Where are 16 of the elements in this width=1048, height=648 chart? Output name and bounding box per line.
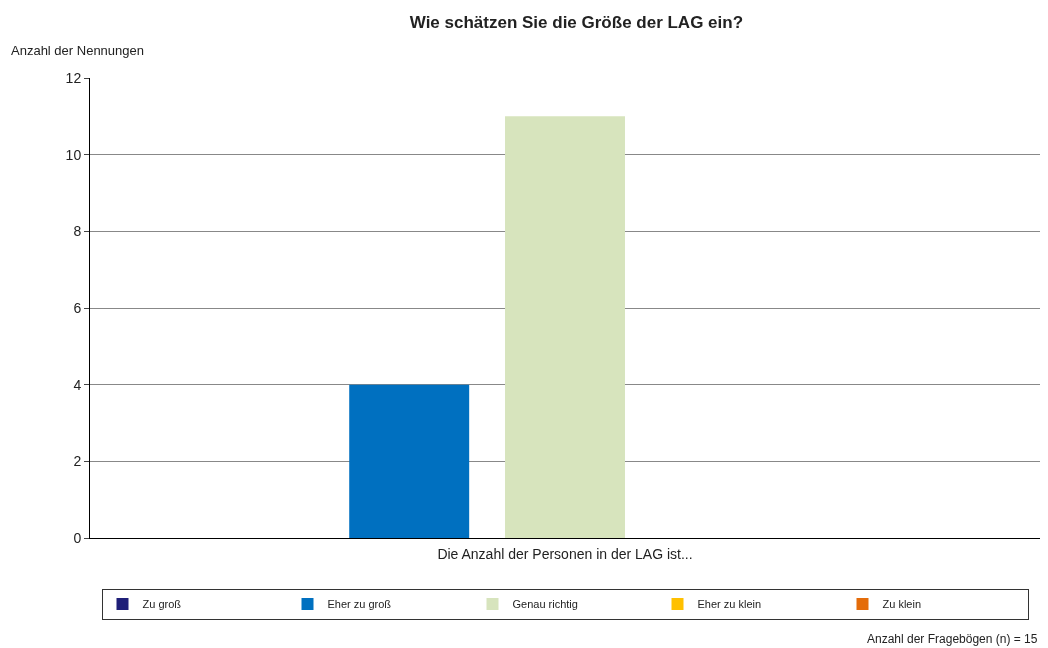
y-axis-title: Anzahl der Nennungen <box>11 43 144 58</box>
legend-label: Zu groß <box>142 598 182 611</box>
text: Anzahl der Fragebögen (n) = 15 <box>867 632 1038 646</box>
y-tick-label: 2 <box>73 453 82 470</box>
y-tick-label: 6 <box>73 299 82 316</box>
y-tick-label: 0 <box>73 529 82 546</box>
chart-title: Wie schätzen Sie die Größe der LAG ein? <box>409 13 744 33</box>
y-tick-label: 12 <box>65 69 82 86</box>
y-tick-label: 10 <box>65 146 82 163</box>
x-axis-title: Die Anzahl der Personen in der LAG ist... <box>437 545 693 562</box>
legend-label: Eher zu klein <box>697 598 762 611</box>
legend-label: Eher zu groß <box>327 598 392 611</box>
y-tick-label: 8 <box>73 223 82 240</box>
legend-label: Zu klein <box>882 598 922 611</box>
legend-label: Genau richtig <box>512 598 578 611</box>
y-tick-label: 4 <box>73 376 82 393</box>
